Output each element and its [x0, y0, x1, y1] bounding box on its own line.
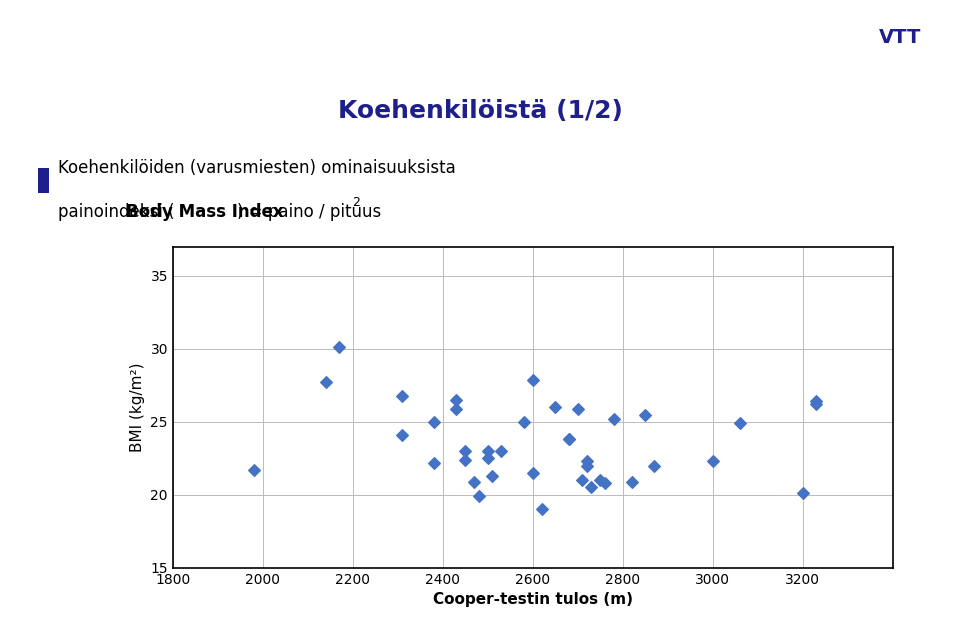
- Text: 5: 5: [764, 30, 772, 44]
- Point: [516, 417, 532, 427]
- Point: [485, 471, 500, 481]
- Point: [448, 404, 464, 413]
- Point: [525, 375, 540, 384]
- Point: [579, 461, 594, 471]
- Point: [493, 446, 509, 456]
- Point: [561, 434, 576, 444]
- Point: [395, 391, 410, 400]
- Point: [561, 434, 576, 444]
- Point: [480, 453, 495, 463]
- Point: [808, 397, 824, 407]
- Point: [426, 417, 442, 427]
- Point: [592, 475, 608, 485]
- Point: [732, 418, 748, 428]
- Point: [647, 461, 662, 471]
- Point: [480, 446, 495, 456]
- Point: [547, 402, 563, 412]
- Text: 27.8.2013: 27.8.2013: [679, 30, 742, 44]
- Point: [246, 465, 261, 475]
- Point: [637, 410, 653, 420]
- Point: [575, 475, 590, 485]
- Point: [624, 477, 639, 487]
- Bar: [37, 168, 49, 193]
- Point: [606, 414, 621, 424]
- Point: [534, 504, 549, 514]
- Point: [808, 399, 824, 409]
- Point: [318, 378, 333, 387]
- Y-axis label: BMI (kg/m²): BMI (kg/m²): [130, 362, 145, 452]
- Text: Koehenkilöistä (1/2): Koehenkilöistä (1/2): [338, 99, 622, 123]
- Text: VTT: VTT: [878, 28, 922, 46]
- Point: [795, 488, 810, 498]
- Point: [597, 478, 612, 488]
- Text: ) = paino / pituus: ) = paino / pituus: [237, 203, 381, 222]
- Point: [471, 491, 487, 501]
- Point: [395, 430, 410, 440]
- Point: [426, 458, 442, 468]
- Point: [579, 456, 594, 466]
- Point: [458, 455, 473, 465]
- X-axis label: Cooper-testin tulos (m): Cooper-testin tulos (m): [433, 592, 633, 607]
- Point: [467, 477, 482, 487]
- Point: [525, 468, 540, 478]
- Point: [705, 456, 720, 466]
- Text: Body Mass Index: Body Mass Index: [126, 203, 284, 222]
- Text: 2: 2: [352, 196, 360, 209]
- Point: [570, 404, 586, 413]
- Point: [448, 395, 464, 405]
- Point: [584, 482, 599, 492]
- Point: [458, 446, 473, 456]
- Text: Koehenkilöiden (varusmiesten) ominaisuuksista: Koehenkilöiden (varusmiesten) ominaisuuk…: [59, 159, 456, 177]
- Point: [331, 342, 347, 352]
- Text: painoindeksi (: painoindeksi (: [59, 203, 175, 222]
